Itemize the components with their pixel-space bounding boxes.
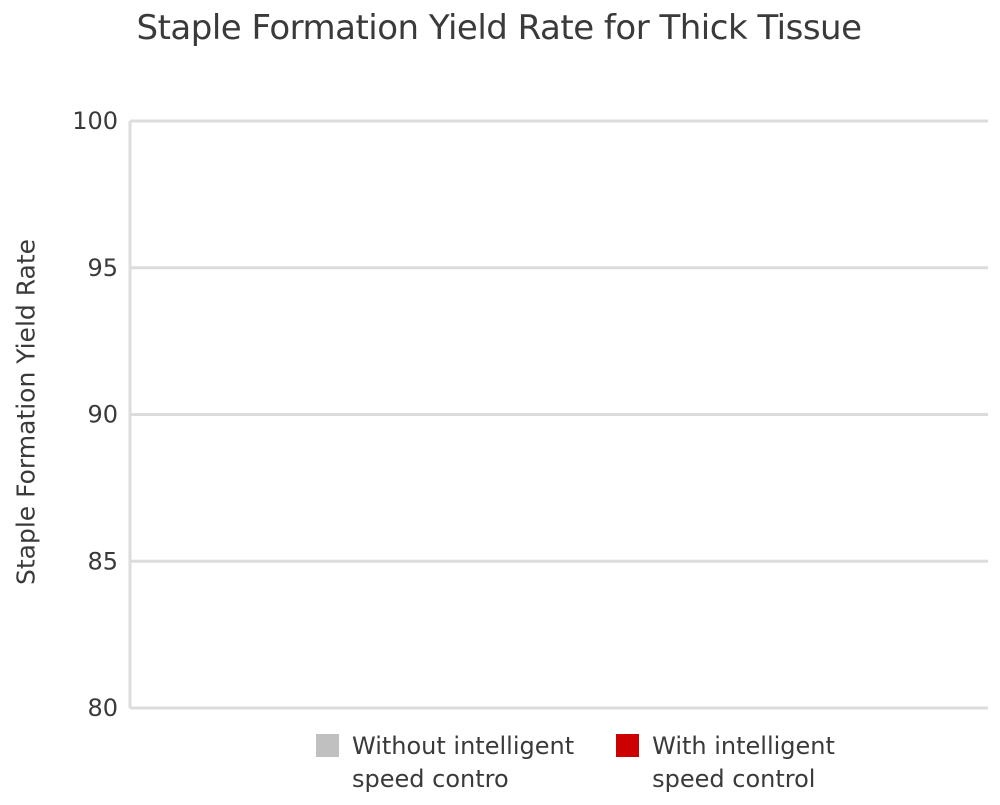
y-tick-label-80: 80 [87,694,118,722]
y-tick-labels: 100 95 90 85 80 [72,107,118,722]
legend: Without intelligent speed contro With in… [316,730,835,796]
y-tick-label-95: 95 [87,254,118,282]
y-tick-label-85: 85 [87,547,118,575]
y-tick-label-100: 100 [72,107,118,135]
legend-item-without: Without intelligent speed contro [316,730,574,796]
legend-label-without: Without intelligent speed contro [352,732,575,793]
chart-title: Staple Formation Yield Rate for Thick Ti… [136,8,862,48]
legend-swatch-without [316,734,339,757]
legend-swatch-with [616,734,640,757]
gridlines [130,119,988,710]
legend-label-with: With intelligent speed control [652,732,835,793]
y-tick-label-90: 90 [87,401,118,429]
legend-item-with: With intelligent speed control [616,730,835,796]
